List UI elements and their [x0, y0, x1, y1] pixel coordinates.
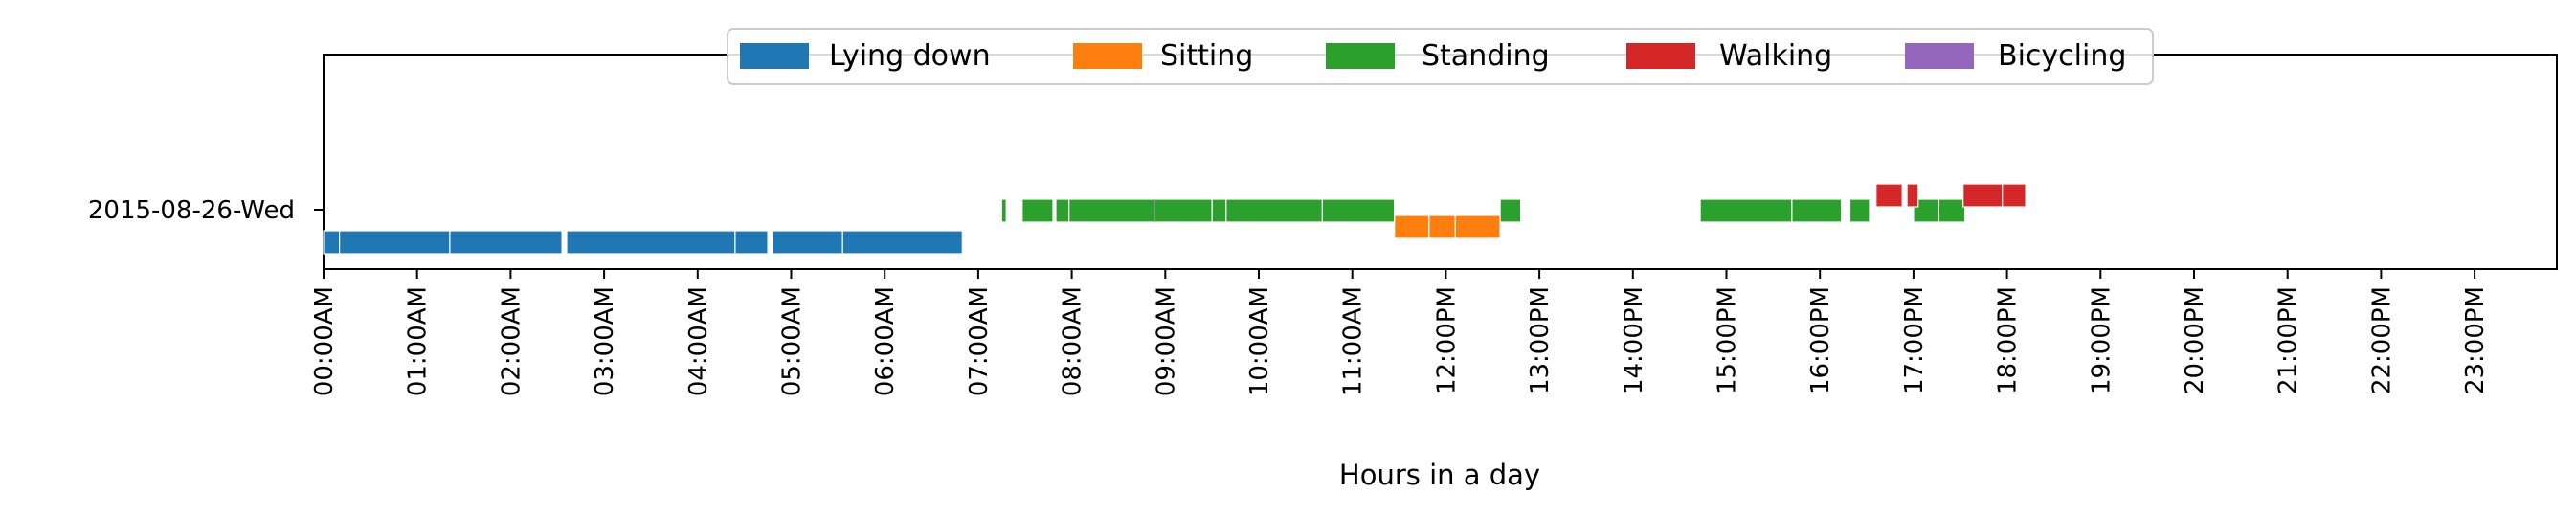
bar-lying-down-2: [449, 230, 563, 255]
x-tick-label-22: 22:00PM: [2367, 286, 2396, 394]
bar-sitting-2: [1454, 214, 1501, 239]
x-tick-label-10: 10:00AM: [1245, 286, 1274, 396]
x-tick-label-18: 18:00PM: [1994, 286, 2023, 394]
bar-lying-down-5: [772, 230, 843, 255]
x-tick-label-2: 02:00AM: [497, 286, 526, 396]
bar-standing-10: [1791, 198, 1843, 223]
bar-standing-4: [1153, 198, 1213, 223]
bar-standing-5: [1211, 198, 1227, 223]
x-tick-label-4: 04:00AM: [684, 286, 713, 396]
bar-standing-2: [1055, 198, 1070, 223]
legend-label-walking: Walking: [1719, 39, 1832, 73]
x-tick-label-7: 07:00AM: [965, 286, 994, 396]
x-tick-label-11: 11:00AM: [1339, 286, 1368, 396]
bar-standing-7: [1321, 198, 1396, 223]
bar-standing-6: [1225, 198, 1324, 223]
bar-lying-down-1: [339, 230, 451, 255]
x-tick-label-5: 05:00AM: [778, 286, 807, 396]
bar-standing-11: [1848, 198, 1870, 223]
x-tick-label-21: 21:00PM: [2274, 286, 2303, 394]
x-tick-label-16: 16:00PM: [1806, 286, 1835, 394]
bar-walking-0: [1875, 183, 1903, 208]
legend-swatch-walking: [1626, 43, 1695, 69]
x-tick-label-19: 19:00PM: [2087, 286, 2116, 394]
bar-lying-down-3: [566, 230, 736, 255]
bar-standing-8: [1499, 198, 1522, 223]
x-tick-label-12: 12:00PM: [1432, 286, 1461, 394]
legend-label-standing: Standing: [1422, 39, 1550, 73]
bar-walking-2: [1962, 183, 2004, 208]
bar-standing-1: [1021, 198, 1054, 223]
bar-standing-13: [1938, 198, 1966, 223]
legend-swatch-standing: [1326, 43, 1395, 69]
legend-swatch-bicycling: [1905, 43, 1974, 69]
bar-lying-down-6: [841, 230, 963, 255]
legend-label-bicycling: Bicycling: [1998, 39, 2126, 73]
bar-standing-9: [1699, 198, 1793, 223]
x-tick-label-3: 03:00AM: [591, 286, 619, 396]
x-tick-label-13: 13:00PM: [1526, 286, 1555, 394]
x-tick-label-0: 00:00AM: [310, 286, 339, 396]
bar-lying-down-4: [734, 230, 769, 255]
bar-lying-down-0: [323, 230, 341, 255]
legend-label-sitting: Sitting: [1160, 39, 1253, 73]
x-axis-label: Hours in a day: [1339, 459, 1540, 491]
bar-walking-3: [2002, 183, 2027, 208]
y-tick-label-row: 2015-08-26-Wed: [88, 196, 295, 225]
bar-standing-0: [1000, 198, 1007, 223]
x-tick-label-15: 15:00PM: [1714, 286, 1742, 394]
x-tick-label-14: 14:00PM: [1620, 286, 1648, 394]
x-tick-label-1: 01:00AM: [404, 286, 433, 396]
x-tick-label-8: 08:00AM: [1059, 286, 1087, 396]
x-tick-label-17: 17:00PM: [1900, 286, 1929, 394]
bar-sitting-0: [1394, 214, 1430, 239]
x-tick-label-9: 09:00AM: [1152, 286, 1180, 396]
legend-box: [727, 28, 2154, 85]
bar-standing-3: [1068, 198, 1155, 223]
x-tick-label-6: 06:00AM: [871, 286, 900, 396]
legend-label-lying-down: Lying down: [829, 39, 991, 73]
x-tick-label-23: 23:00PM: [2461, 286, 2490, 394]
x-axis-ticks: 00:00AM 01:00AM 02:00AM 03:00AM 04:00AM 05:00…: [310, 269, 2490, 396]
bar-walking-1: [1906, 183, 1919, 208]
legend-swatch-lying-down: [740, 43, 809, 69]
y-axis-ticks: 2015-08-26-Wed: [88, 196, 324, 225]
legend: Lying down Sitting Standing Walking Bicyclin…: [727, 28, 2154, 85]
timeline-bars: [323, 183, 2027, 255]
bar-sitting-1: [1428, 214, 1456, 239]
x-tick-label-20: 20:00PM: [2181, 286, 2209, 394]
legend-swatch-sitting: [1073, 43, 1142, 69]
